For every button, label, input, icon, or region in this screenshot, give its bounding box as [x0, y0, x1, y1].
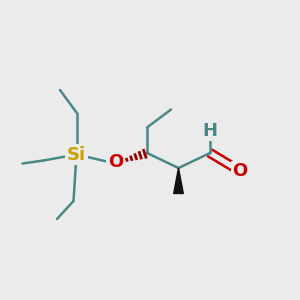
Text: H: H: [202, 122, 217, 140]
Polygon shape: [174, 168, 183, 194]
Text: Si: Si: [67, 146, 86, 164]
Text: O: O: [108, 153, 123, 171]
Text: O: O: [232, 162, 247, 180]
